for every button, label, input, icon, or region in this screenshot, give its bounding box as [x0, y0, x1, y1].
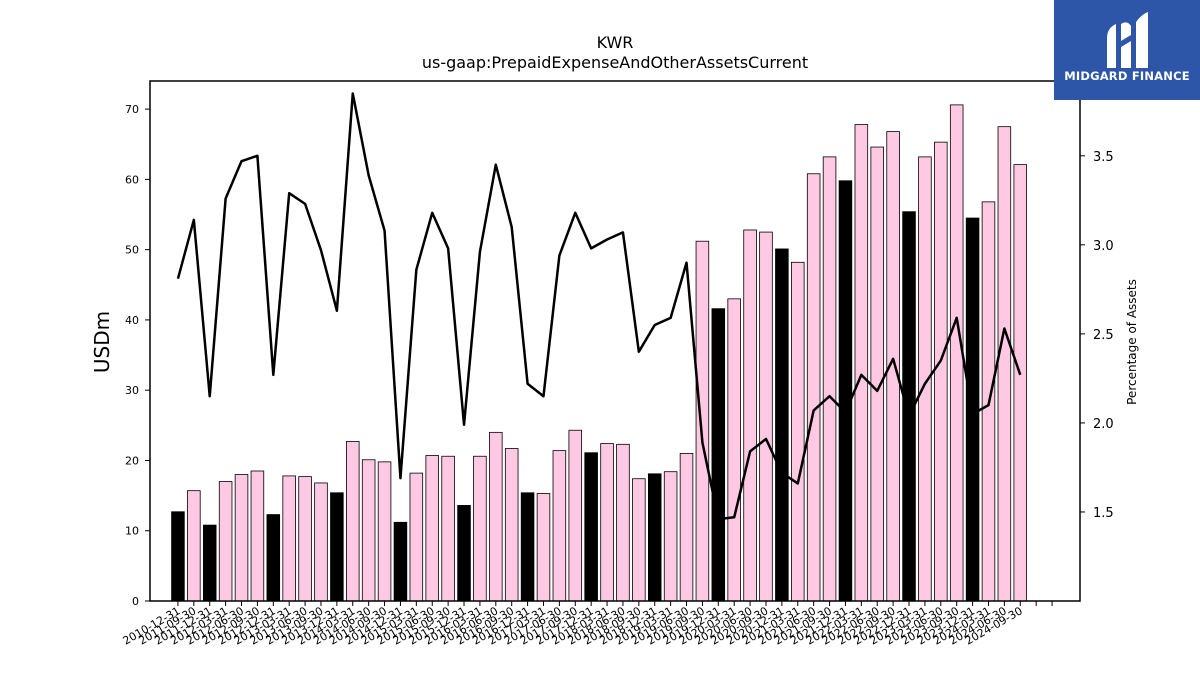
- y-tick-label: 70: [125, 103, 139, 116]
- bar: [584, 452, 598, 602]
- bar: [647, 473, 662, 602]
- bar: [600, 443, 614, 602]
- midgard-logo-icon: [1107, 12, 1148, 68]
- bar: [568, 429, 583, 602]
- bar: [949, 104, 964, 602]
- bar: [759, 231, 773, 602]
- bar: [679, 453, 694, 602]
- bar: [520, 492, 535, 602]
- y-tick-label: 40: [125, 314, 139, 327]
- bar: [473, 455, 487, 602]
- brand-logo: MIDGARD FINANCE: [1054, 0, 1200, 100]
- bar: [504, 448, 519, 602]
- bar: [314, 482, 328, 602]
- pct-of-assets-line: [176, 92, 1022, 521]
- y2-tick-label: 3.5: [1093, 150, 1114, 165]
- y-tick-label: 30: [125, 384, 139, 397]
- bar: [552, 450, 567, 602]
- bar: [218, 481, 233, 602]
- axes: 0102030405060701.52.02.53.03.52010-12-31…: [121, 80, 1114, 648]
- y2-tick-label: 3.0: [1093, 239, 1114, 254]
- bar-series: [171, 104, 1028, 602]
- bar: [489, 431, 503, 602]
- bar: [822, 156, 837, 602]
- y-tick-label: 10: [125, 525, 139, 538]
- bar: [838, 180, 853, 602]
- y2-tick-label: 2.0: [1093, 417, 1114, 432]
- bar: [171, 511, 185, 602]
- bar: [663, 471, 678, 602]
- bar: [997, 126, 1012, 602]
- bar: [330, 492, 344, 602]
- bar: [409, 472, 424, 602]
- bar: [616, 443, 630, 602]
- bar: [266, 514, 281, 602]
- bar: [806, 173, 821, 602]
- bar: [202, 524, 217, 602]
- bar: [743, 229, 757, 602]
- bar: [775, 248, 789, 602]
- y2-axis-label: Percentage of Assets: [1125, 279, 1139, 405]
- y-tick-label: 50: [125, 244, 139, 257]
- bar: [711, 308, 726, 602]
- bar: [361, 459, 376, 602]
- bar: [536, 493, 551, 602]
- bar: [695, 240, 710, 602]
- bar: [282, 475, 296, 602]
- bar: [377, 461, 392, 602]
- bar: [234, 474, 249, 602]
- line-series: [176, 92, 1022, 521]
- bar: [393, 521, 408, 602]
- bar: [727, 298, 741, 602]
- bar: [298, 476, 312, 602]
- y2-tick-label: 1.5: [1093, 506, 1114, 521]
- y-tick-label: 0: [132, 595, 139, 608]
- bar: [632, 478, 646, 602]
- bar: [441, 455, 455, 602]
- bar: [425, 455, 439, 602]
- y-tick-label: 60: [125, 173, 139, 186]
- bar: [1013, 164, 1028, 602]
- bar: [791, 261, 805, 602]
- bar: [934, 141, 948, 602]
- y-axis-label: USDm: [90, 311, 114, 373]
- y-tick-label: 20: [125, 454, 139, 467]
- plot-frame: [149, 80, 1081, 602]
- bar: [250, 470, 265, 602]
- bar: [187, 490, 201, 602]
- bar: [854, 124, 869, 602]
- chart-title: KWR: [597, 33, 634, 52]
- y2-tick-label: 2.5: [1093, 328, 1114, 343]
- bar: [870, 146, 884, 602]
- bar: [346, 441, 360, 602]
- chart-subtitle: us-gaap:PrepaidExpenseAndOtherAssetsCurr…: [422, 53, 808, 72]
- bar: [457, 505, 471, 602]
- logo-text: MIDGARD FINANCE: [1064, 69, 1190, 83]
